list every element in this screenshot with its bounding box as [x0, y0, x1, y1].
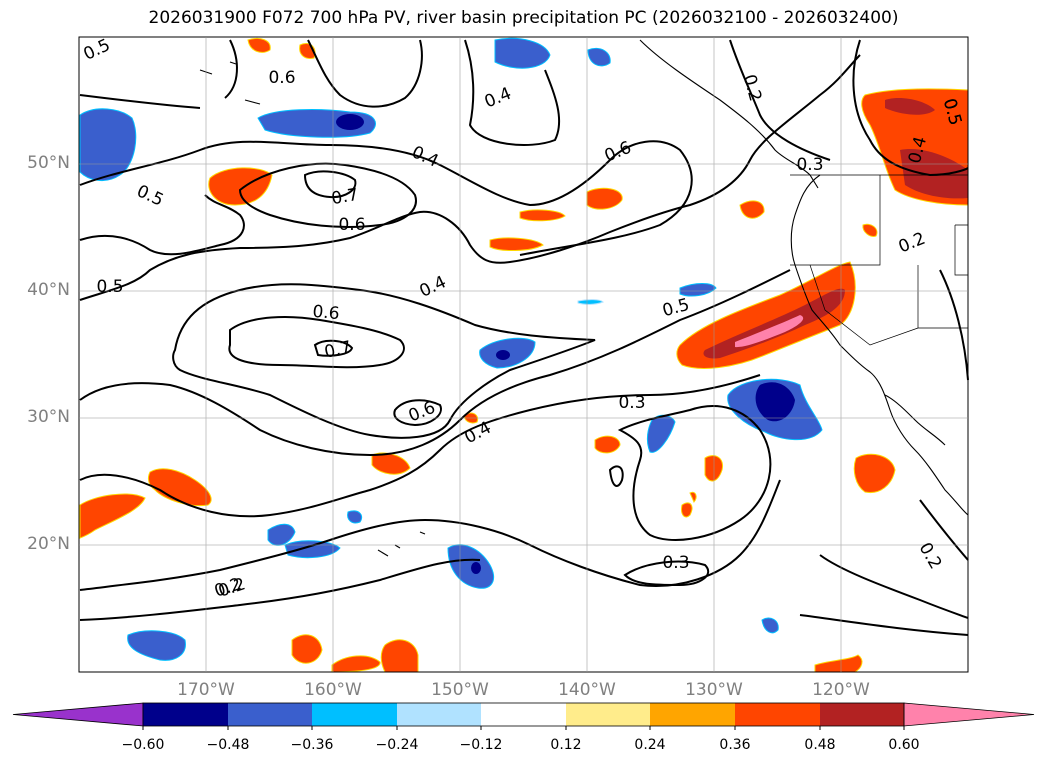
contour-label: 0.4 [417, 272, 450, 302]
lon-label: 130°W [685, 680, 743, 700]
contour-label: 0.6 [602, 138, 635, 167]
colorbar-extend-low [12, 702, 144, 727]
contour-label: 0.2 [915, 539, 946, 572]
contour-label: 0.4 [482, 84, 515, 113]
contour-label: 0.7 [330, 185, 360, 209]
colorbar-tick-label: 0.12 [550, 737, 582, 753]
lat-label: 20°N [27, 534, 70, 554]
contour-label: 0.5 [81, 35, 114, 65]
colorbar-tick-label: 0.48 [804, 737, 836, 753]
contour-label: 0.6 [268, 68, 295, 88]
colorbar [12, 702, 1035, 730]
colorbar-segment [143, 703, 228, 726]
contour-label: 0.3 [796, 155, 823, 175]
lon-label: 150°W [431, 680, 489, 700]
precip-shading [79, 37, 969, 673]
colorbar-tick-label: −0.48 [206, 737, 250, 753]
colorbar-segment [397, 703, 481, 726]
contour-label: 0.6 [312, 302, 341, 324]
colorbar-segment [820, 703, 904, 726]
colorbar-tick-label: 0.36 [719, 737, 751, 753]
colorbar-tick-label: −0.36 [290, 737, 334, 753]
colorbar-tick-label: 0.60 [888, 737, 920, 753]
colorbar-segment [735, 703, 820, 726]
colorbar-outline [142, 702, 905, 727]
colorbar-extend-high [903, 702, 1035, 727]
state-borders [790, 174, 968, 346]
map-frame [78, 36, 969, 673]
contour-label: 0.6 [338, 215, 365, 235]
lat-label: 30°N [27, 407, 70, 427]
lon-label: 140°W [558, 680, 616, 700]
colorbar-tick-label: −0.60 [121, 737, 165, 753]
colorbar-segment [650, 703, 735, 726]
gridlines [79, 37, 968, 672]
lat-label: 40°N [27, 280, 70, 300]
lon-label: 120°W [812, 680, 870, 700]
contour-label: 0.2 [896, 229, 929, 258]
lat-label: 50°N [27, 153, 70, 173]
colorbar-segment [312, 703, 397, 726]
contour-label: 0.3 [662, 553, 689, 573]
coastlines [199, 39, 969, 557]
lon-label: 160°W [304, 680, 362, 700]
colorbar-segment [481, 703, 566, 726]
map-title: 2026031900 F072 700 hPa PV, river basin … [148, 8, 899, 28]
colorbar-tick-label: −0.12 [459, 737, 503, 753]
colorbar-segment [566, 703, 650, 726]
contour-label: 0.7 [323, 337, 354, 362]
contour-label: 0.3 [618, 393, 645, 413]
colorbar-tick-label: 0.24 [634, 737, 666, 753]
colorbar-segment [228, 703, 312, 726]
lon-label: 170°W [177, 680, 235, 700]
contour-label: 0.4 [409, 142, 442, 172]
contour-label: 0.5 [134, 181, 167, 211]
contour-label: 0.2 [739, 72, 765, 103]
contour-label: 0.5 [96, 277, 123, 297]
colorbar-tick-label: −0.24 [375, 737, 419, 753]
